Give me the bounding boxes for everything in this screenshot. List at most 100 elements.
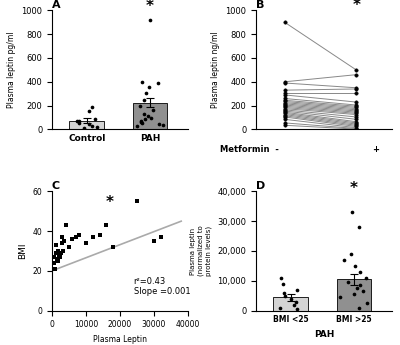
Text: *: * [146,0,154,14]
Point [76,232,82,238]
Point [76,120,82,126]
Point [349,209,356,215]
Bar [337,279,372,310]
Point [145,114,151,119]
Point [291,302,297,308]
Point [83,240,89,246]
Point [59,234,66,240]
Text: *: * [352,0,360,13]
Text: *: * [106,195,114,210]
Point [51,254,58,260]
Point [74,118,80,123]
Text: +: + [372,145,379,154]
Point [148,115,154,121]
Point [151,238,157,244]
Point [58,240,65,246]
X-axis label: Plasma Leptin
(normalized to protein levels): Plasma Leptin (normalized to protein lev… [63,335,177,345]
Point [356,305,362,311]
Point [81,125,87,131]
Point [73,234,79,240]
Bar [133,103,168,129]
Point [110,244,116,250]
Point [288,296,294,302]
Point [103,223,110,228]
Point [360,288,366,294]
Point [57,250,64,256]
Point [141,117,148,122]
Bar [273,297,308,310]
Point [134,199,140,204]
Text: D: D [256,181,265,191]
Point [357,283,364,288]
Y-axis label: Plasma leptin pg/ml: Plasma leptin pg/ml [7,32,16,108]
Point [150,108,156,113]
Point [341,257,347,263]
Point [141,97,148,102]
Point [143,90,150,95]
Point [281,294,288,299]
Text: r²=0.43
Slope =0.001: r²=0.43 Slope =0.001 [134,277,190,296]
Point [155,80,161,86]
Point [352,263,358,269]
Point [62,223,69,228]
Point [278,275,285,280]
Point [86,122,92,127]
Point [94,125,100,130]
Point [281,290,287,296]
Point [52,250,59,256]
Point [337,294,344,300]
Point [138,119,144,125]
Point [138,79,145,85]
Point [347,251,354,257]
Point [92,117,98,122]
Point [90,234,96,240]
Point [158,234,164,240]
Point [141,111,148,117]
Point [76,119,82,124]
Point [69,236,76,242]
Point [134,124,140,129]
Point [139,120,145,126]
Point [293,299,300,305]
Point [60,248,66,254]
Point [54,248,61,254]
Point [54,256,60,262]
Text: B: B [256,0,264,10]
Point [294,287,300,293]
Point [160,122,166,128]
Y-axis label: BMI: BMI [18,243,27,259]
Text: Metformin  -: Metformin - [220,145,279,154]
Point [96,232,103,238]
Point [357,269,363,275]
Point [147,17,154,23]
Point [86,108,92,114]
Point [280,281,286,286]
Text: A: A [52,0,61,10]
Point [138,118,144,123]
Point [364,300,370,306]
Bar [69,120,104,129]
Text: *: * [350,181,358,196]
Point [362,275,369,280]
Point [66,244,72,250]
Point [88,105,95,110]
Y-axis label: Plasma leptin ng/ml: Plasma leptin ng/ml [211,32,220,108]
Point [345,279,352,285]
Point [156,121,162,127]
Y-axis label: Plasma leptin
(normalized to
protein levels): Plasma leptin (normalized to protein lev… [190,226,212,276]
Text: PAH: PAH [314,329,334,338]
Point [137,103,143,108]
Point [356,224,362,230]
Point [146,84,152,89]
Point [55,258,62,264]
Point [294,307,300,312]
Point [50,260,57,266]
Point [354,285,360,291]
Point [351,292,358,297]
Point [89,124,95,129]
Point [57,254,63,260]
Point [277,305,283,310]
Text: C: C [52,181,60,191]
Point [53,242,60,248]
Point [61,238,67,244]
